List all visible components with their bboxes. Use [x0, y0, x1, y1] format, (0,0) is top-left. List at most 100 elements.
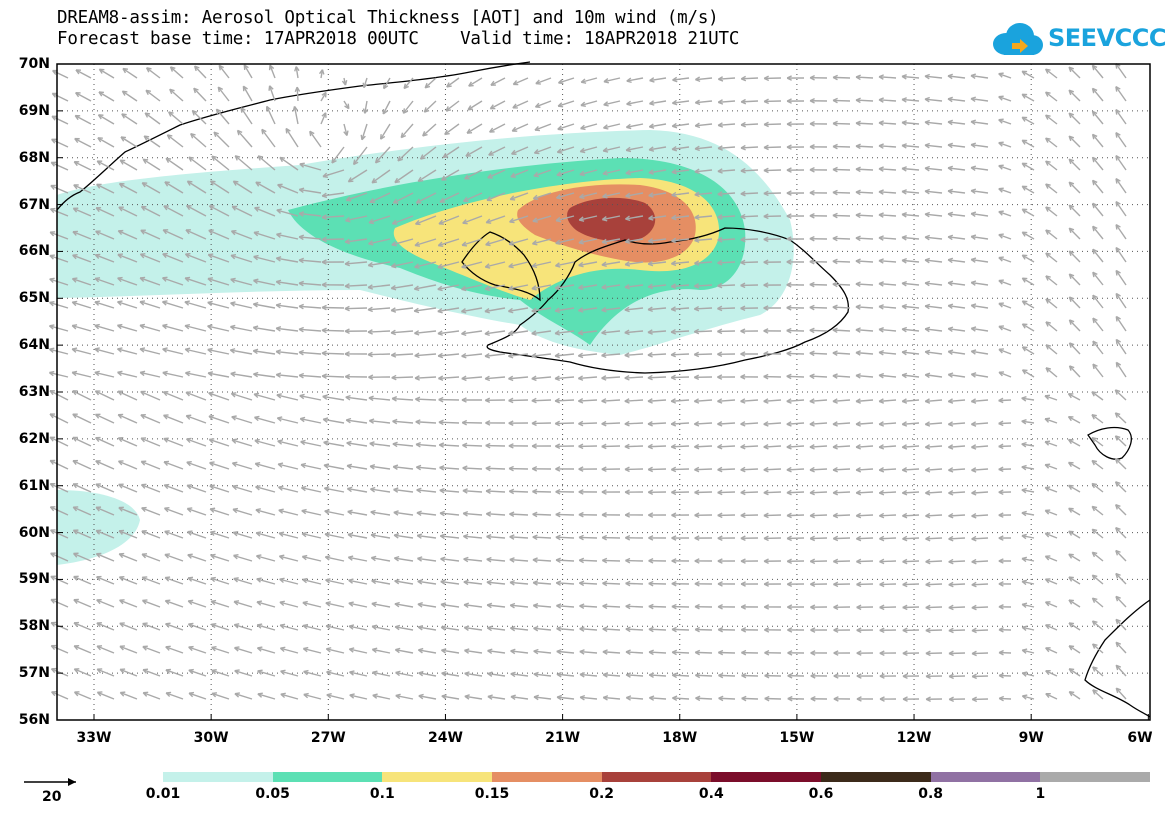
- wind-arrow: [947, 421, 966, 427]
- wind-arrow: [740, 190, 759, 197]
- wind-arrow: [578, 284, 598, 291]
- wind-arrow: [647, 352, 667, 358]
- wind-arrow: [625, 695, 644, 701]
- wind-arrow: [372, 693, 391, 700]
- wind-arrow: [740, 236, 759, 243]
- wind-arrow: [971, 421, 989, 427]
- wind-arrow: [118, 529, 138, 539]
- wind-arrow: [579, 169, 598, 177]
- graticule-lines: [57, 64, 1150, 720]
- wind-arrow: [211, 669, 230, 677]
- wind-arrow: [602, 649, 621, 655]
- wind-arrow: [971, 512, 989, 519]
- wind-arrow: [717, 145, 736, 151]
- wind-arrow: [161, 300, 184, 309]
- wind-arrow: [809, 398, 828, 404]
- wind-arrow: [670, 421, 690, 427]
- wind-arrow: [879, 627, 897, 634]
- wind-arrow: [717, 76, 736, 82]
- wind-arrow: [349, 693, 368, 700]
- wind-arrow: [717, 374, 736, 380]
- wind-arrow: [1068, 319, 1081, 332]
- wind-arrow: [718, 649, 736, 656]
- wind-arrow: [141, 599, 161, 608]
- wind-arrow: [344, 238, 368, 245]
- wind-arrow: [901, 120, 920, 126]
- wind-arrow: [1068, 89, 1081, 102]
- wind-arrow: [188, 156, 207, 171]
- wind-arrow: [344, 283, 368, 289]
- wind-arrow: [809, 190, 828, 196]
- wind-arrow: [187, 599, 207, 608]
- wind-arrow: [439, 487, 460, 494]
- wind-arrow: [603, 100, 621, 107]
- wind-arrow: [234, 646, 253, 654]
- wind-arrow: [855, 97, 874, 104]
- wind-arrow: [463, 602, 483, 609]
- wind-arrow: [809, 167, 828, 173]
- wind-arrow: [302, 600, 322, 608]
- wind-arrow: [533, 648, 552, 655]
- wind-arrow: [391, 261, 414, 269]
- wind-arrow: [763, 350, 782, 357]
- wind-arrow: [185, 229, 207, 240]
- wind-arrow: [532, 580, 552, 586]
- wind-arrow: [1021, 579, 1035, 586]
- wind-arrow: [901, 421, 920, 427]
- wind-arrow: [671, 99, 690, 106]
- wind-arrow: [948, 673, 966, 680]
- wind-arrow: [855, 373, 874, 379]
- wind-arrow: [763, 398, 782, 404]
- wind-arrow: [169, 88, 184, 102]
- wind-arrow: [279, 600, 299, 608]
- wind-arrow: [902, 512, 920, 519]
- wind-arrow: [579, 603, 598, 609]
- wind-arrow: [300, 439, 322, 447]
- wind-arrow: [118, 506, 138, 516]
- wind-arrow: [1068, 690, 1081, 700]
- wind-arrow: [970, 119, 989, 126]
- wind-arrow: [902, 673, 920, 679]
- wind-arrow: [119, 645, 138, 654]
- wind-arrow: [184, 252, 207, 263]
- wind-arrow: [164, 553, 184, 562]
- wind-arrow: [392, 464, 414, 470]
- wind-arrow: [763, 512, 782, 519]
- wind-arrow: [367, 306, 391, 313]
- wind-arrow: [276, 232, 299, 240]
- wind-arrow: [1092, 666, 1104, 677]
- wind-arrow: [415, 441, 437, 448]
- legend-swatch-5: [711, 772, 822, 782]
- wind-arrow: [486, 534, 506, 540]
- wind-arrow: [347, 532, 368, 539]
- wind-arrow: [462, 488, 483, 494]
- wind-arrow: [414, 330, 437, 336]
- wind-arrow: [694, 237, 713, 243]
- wind-arrow: [625, 603, 644, 610]
- wind-arrow: [625, 649, 644, 655]
- wind-arrow: [809, 466, 828, 473]
- wind-arrow: [164, 181, 184, 194]
- wind-arrow: [948, 696, 966, 703]
- wind-arrow: [1115, 618, 1127, 631]
- wind-arrow: [878, 74, 897, 80]
- wind-arrow: [348, 624, 368, 631]
- wind-arrow: [554, 330, 575, 336]
- wind-arrow: [362, 77, 368, 89]
- wind-arrow: [344, 373, 368, 380]
- wind-arrow: [275, 279, 299, 286]
- wind-arrow: [717, 421, 736, 427]
- wind-arrow: [1115, 269, 1127, 286]
- wind-arrow: [947, 73, 966, 80]
- wind-arrow: [625, 215, 644, 222]
- wind-arrow: [624, 398, 644, 404]
- wind-arrow: [118, 576, 138, 585]
- wind-arrow: [578, 534, 598, 541]
- wind-arrow: [71, 347, 92, 355]
- wind-arrow: [508, 465, 529, 472]
- wind-arrow: [1115, 246, 1127, 263]
- wind-arrow: [468, 77, 483, 87]
- wind-arrow: [832, 350, 851, 356]
- wind-arrow: [325, 624, 345, 631]
- wind-arrow: [740, 421, 759, 427]
